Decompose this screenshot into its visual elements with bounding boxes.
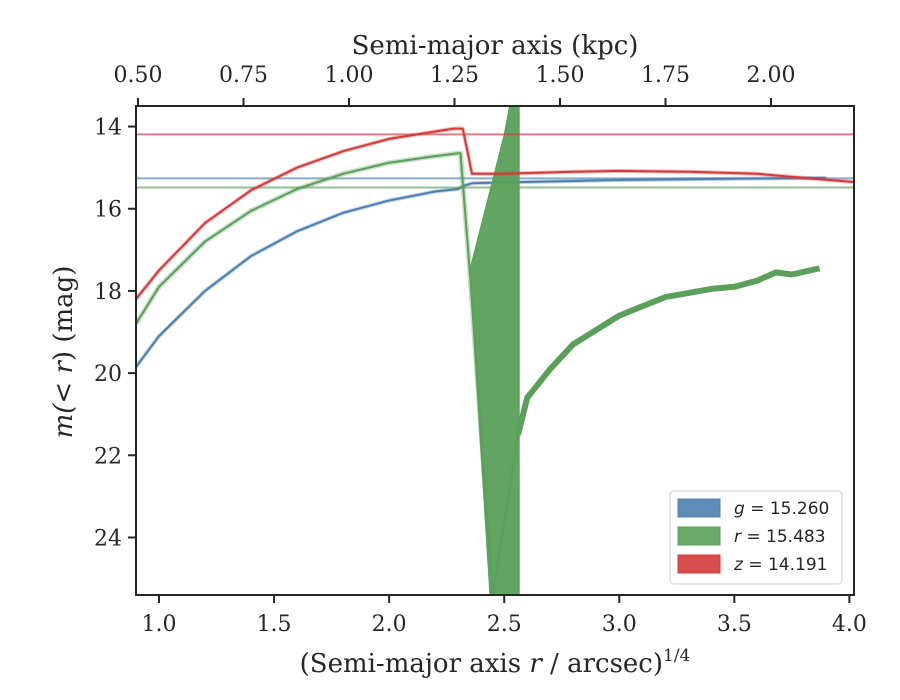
y-tick-label: 20 <box>94 362 122 387</box>
profile-z <box>136 127 854 300</box>
x-tick-label: 2.0 <box>372 612 407 637</box>
legend-label-z: z = 14.191 <box>733 555 827 575</box>
y-tick-label: 18 <box>94 280 122 305</box>
y-tick-label: 22 <box>94 444 122 469</box>
top-tick-label: 1.50 <box>536 63 585 88</box>
profile-g <box>136 176 827 368</box>
top-tick-label: 0.50 <box>114 63 163 88</box>
top-tick-label: 1.00 <box>325 63 374 88</box>
y-axis-title-prefix: m( <box>49 403 79 439</box>
profile-r-tail <box>515 265 821 436</box>
plot-frame <box>135 105 855 596</box>
x-tick-label: 1.0 <box>142 612 177 637</box>
ticks-layer: 1.0 1.5 2.0 2.5 3.0 3.5 4.0 0.50 0.75 1.00 1.25 1.5… <box>94 63 867 637</box>
legend-swatch-r <box>677 526 721 546</box>
legend-items: g = 15.260 r = 15.483 z = 14.191 <box>677 498 829 575</box>
y-tick-label: 14 <box>94 116 122 141</box>
profile-r <box>136 152 820 595</box>
y-tick-label: 24 <box>94 526 122 551</box>
y-axis-title-var: < r <box>49 360 79 404</box>
y-axis-title: m(< r) (mag) <box>49 266 79 439</box>
y-axis-title-suffix: ) (mag) <box>49 266 79 362</box>
x-tick-label: 3.0 <box>602 612 637 637</box>
top-axis-title: Semi-major axis (kpc) <box>352 31 639 61</box>
legend-label-g: g = 15.260 <box>734 499 829 519</box>
x-axis-title-suffix: / arcsec) <box>542 649 663 679</box>
x-axis-title-prefix: (Semi-major axis <box>300 649 530 679</box>
y-tick-label: 16 <box>94 198 122 223</box>
legend: g = 15.260 r = 15.483 z = 14.191 <box>669 490 843 585</box>
legend-swatch-g <box>677 498 721 518</box>
legend-swatch-z <box>677 554 721 574</box>
legend-label-r: r = 15.483 <box>734 527 826 547</box>
x-tick-label: 2.5 <box>487 612 522 637</box>
x-tick-label: 4.0 <box>832 612 867 637</box>
x-tick-label: 3.5 <box>717 612 752 637</box>
x-axis-title-exponent: 1/4 <box>663 646 690 666</box>
top-tick-label: 2.00 <box>747 63 796 88</box>
x-axis-title: (Semi-major axis r / arcsec)1/4 <box>300 646 691 679</box>
x-tick-label: 1.5 <box>257 612 292 637</box>
top-tick-label: 1.25 <box>430 63 479 88</box>
top-tick-label: 0.75 <box>219 63 268 88</box>
x-axis-title-var: r <box>529 649 543 679</box>
top-tick-label: 1.75 <box>641 63 690 88</box>
series-layer <box>136 106 854 595</box>
